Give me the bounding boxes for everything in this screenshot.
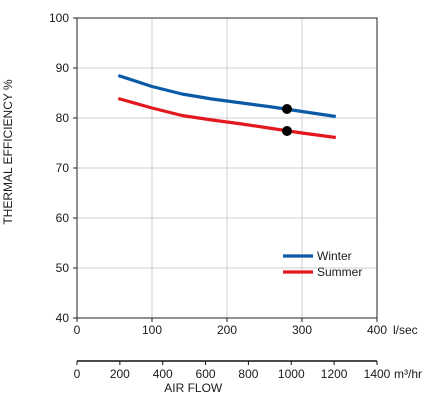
x-axis-title: AIR FLOW bbox=[164, 381, 223, 395]
series-line-summer bbox=[117, 96, 337, 140]
y-tick-label: 50 bbox=[56, 261, 70, 275]
x-tick-label: 0 bbox=[74, 323, 81, 337]
x-tick-label: 400 bbox=[367, 323, 387, 337]
x-tick-label: 300 bbox=[292, 323, 312, 337]
x2-tick-label: 1000 bbox=[278, 367, 305, 381]
grid bbox=[77, 18, 377, 318]
series-line-winter bbox=[117, 73, 337, 119]
x2-tick-label: 0 bbox=[74, 367, 81, 381]
x2-tick-label: 400 bbox=[153, 367, 173, 381]
series-layer bbox=[117, 73, 337, 140]
y-axis-title: THERMAL EFFICIENCY % bbox=[1, 79, 15, 225]
y-axis-ticks: 40 50 60 70 80 90 100 bbox=[49, 11, 77, 325]
y-tick-label: 100 bbox=[49, 11, 69, 25]
marker-layer bbox=[282, 104, 292, 136]
x2-tick-label: 1200 bbox=[321, 367, 348, 381]
x2-tick-label: 1400 bbox=[364, 367, 391, 381]
y-tick-label: 90 bbox=[56, 61, 70, 75]
y-tick-label: 60 bbox=[56, 211, 70, 225]
x-tick-label: 200 bbox=[217, 323, 237, 337]
x-axis-ticks: 0 100 200 300 400 bbox=[74, 318, 387, 337]
legend-label-summer: Summer bbox=[317, 265, 362, 279]
x-axis-unit: l/sec bbox=[393, 323, 418, 337]
highlight-point bbox=[282, 126, 292, 136]
x2-tick-label: 200 bbox=[110, 367, 130, 381]
x2-tick-label: 600 bbox=[196, 367, 216, 381]
secondary-x-axis-unit: m³/hr bbox=[394, 367, 422, 381]
highlight-point bbox=[282, 104, 292, 114]
y-tick-label: 70 bbox=[56, 161, 70, 175]
y-tick-label: 80 bbox=[56, 111, 70, 125]
x2-tick-label: 800 bbox=[238, 367, 258, 381]
secondary-x-axis-ticks: 0 200 400 600 800 1000 1200 1400 bbox=[74, 361, 391, 381]
x-tick-label: 100 bbox=[142, 323, 162, 337]
y-tick-label: 40 bbox=[56, 311, 70, 325]
legend-label-winter: Winter bbox=[317, 249, 352, 263]
legend: Winter Summer bbox=[283, 249, 362, 279]
